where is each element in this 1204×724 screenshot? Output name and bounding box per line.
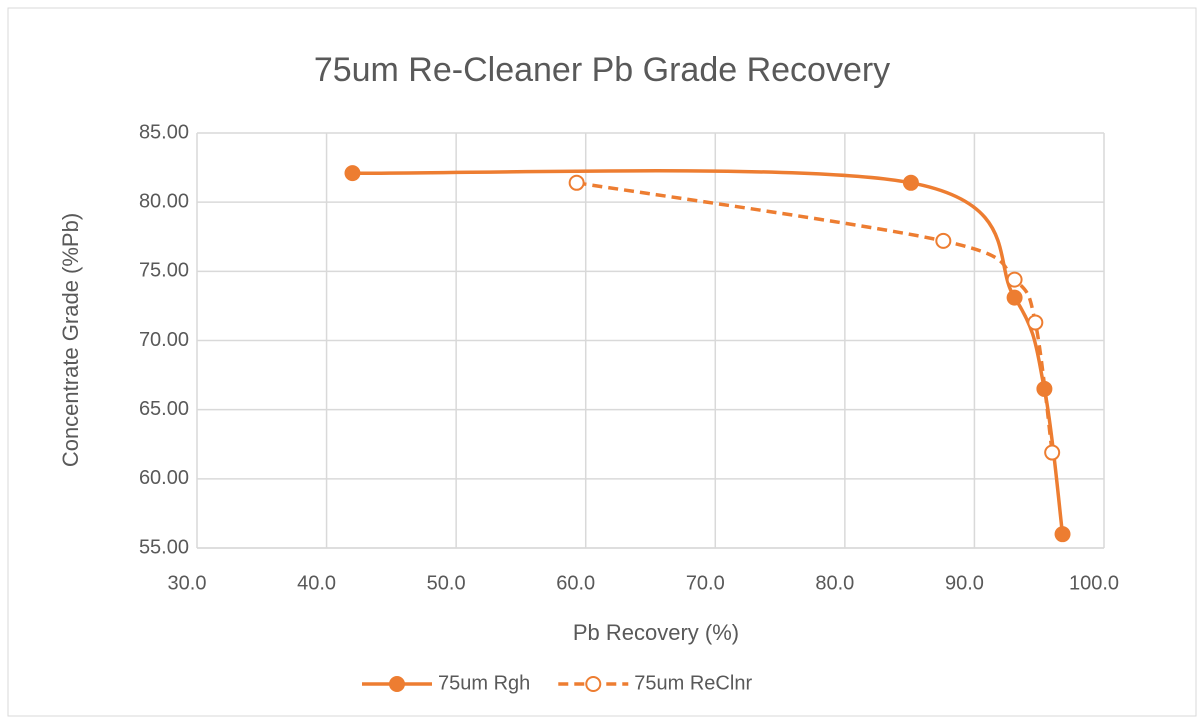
legend-label: 75um Rgh xyxy=(438,672,530,694)
data-point xyxy=(1027,314,1044,331)
chart-title: 75um Re-Cleaner Pb Grade Recovery xyxy=(314,51,890,89)
x-tick-label: 70.0 xyxy=(686,572,725,594)
x-tick-label: 80.0 xyxy=(815,572,854,594)
x-tick-label: 60.0 xyxy=(556,572,595,594)
legend-label: 75um ReClnr xyxy=(634,672,752,694)
legend-marker xyxy=(585,676,602,692)
series-line xyxy=(576,181,1054,453)
x-axis-label: Pb Recovery (%) xyxy=(573,620,739,645)
x-tick-label: 30.0 xyxy=(168,572,207,594)
y-tick-label: 85.00 xyxy=(139,121,189,143)
y-tick-label: 55.00 xyxy=(139,536,189,558)
data-point xyxy=(1006,271,1023,288)
data-point xyxy=(344,165,361,182)
data-point xyxy=(902,174,919,191)
y-tick-label: 65.00 xyxy=(139,398,189,420)
y-axis-label: Concentrate Grade (%Pb) xyxy=(58,213,83,467)
y-tick-label: 75.00 xyxy=(139,260,189,282)
data-point xyxy=(935,232,952,249)
y-tick-label: 80.00 xyxy=(139,190,189,212)
y-tick-label: 60.00 xyxy=(139,467,189,489)
data-point xyxy=(1054,526,1071,543)
legend-marker xyxy=(389,676,405,692)
y-tick-label: 70.00 xyxy=(139,329,189,351)
data-point xyxy=(568,174,585,191)
data-point xyxy=(1044,444,1061,461)
x-tick-label: 50.0 xyxy=(427,572,466,594)
data-point xyxy=(1006,289,1023,306)
chart-frame xyxy=(7,7,1197,717)
x-tick-label: 90.0 xyxy=(945,572,984,594)
x-tick-label: 40.0 xyxy=(297,572,336,594)
x-tick-label: 100.0 xyxy=(1069,572,1119,594)
